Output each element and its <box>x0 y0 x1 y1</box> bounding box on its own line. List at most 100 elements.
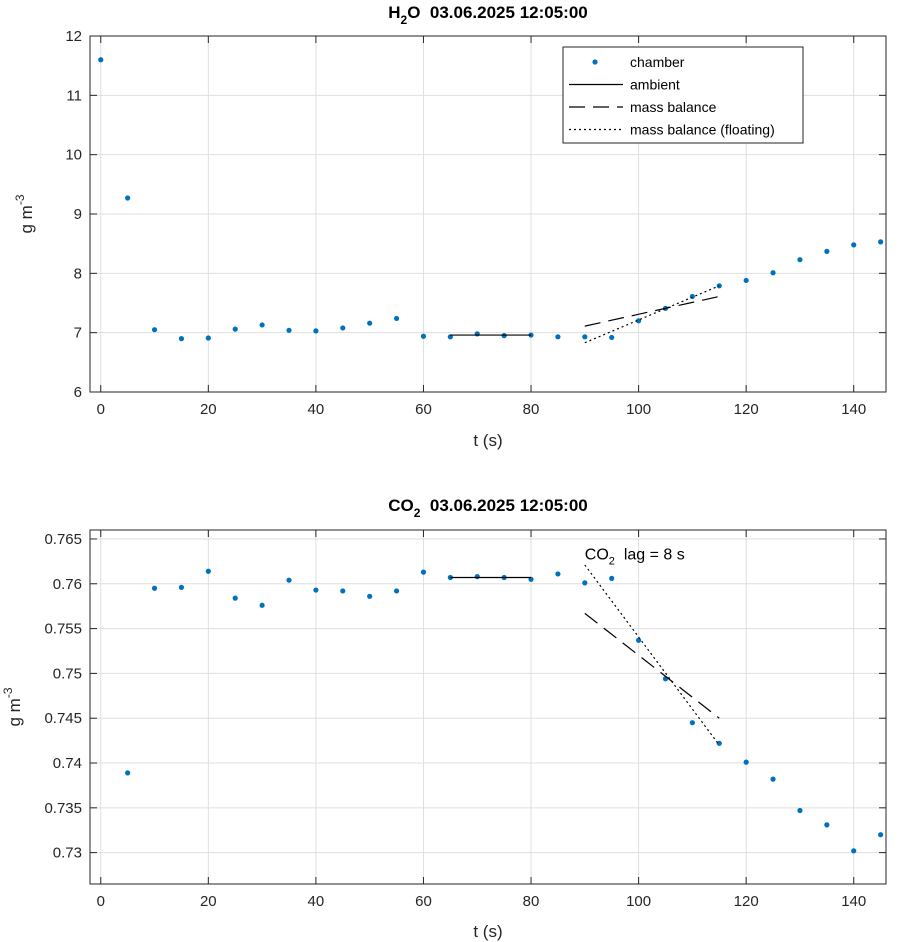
y-tick-label: 0.76 <box>53 576 82 593</box>
chamber-point <box>797 257 803 263</box>
x-tick-label: 60 <box>415 893 432 910</box>
chamber-point <box>635 318 642 324</box>
chamber-point <box>851 242 857 248</box>
chamber-point <box>770 270 776 276</box>
chart-panel-2: 0 20 40 60 80 100 120 140 0.73 0.735 0.74 0.745 0.75… <box>1 496 887 941</box>
chamber-point <box>582 580 588 586</box>
chamber-point <box>555 334 561 340</box>
x-tick-label: 20 <box>200 893 217 910</box>
chamber-point <box>178 584 185 590</box>
legend: chamber ambient mass balance mass balance (… <box>562 46 804 144</box>
x-tick-label: 80 <box>523 893 540 910</box>
y-tick-label: 0.75 <box>53 665 82 682</box>
chamber-point <box>716 740 722 746</box>
chamber-point <box>635 637 642 643</box>
chamber-point <box>151 585 158 591</box>
x-tick-label: 100 <box>626 893 651 910</box>
legend-label: mass balance <box>630 99 717 115</box>
legend-label: chamber <box>630 54 685 70</box>
y-tick-label: 7 <box>74 325 82 342</box>
chamber-point <box>689 720 695 726</box>
x-tick-label: 140 <box>841 893 866 910</box>
chamber-point <box>582 334 588 340</box>
x-tick-label: 0 <box>97 893 105 910</box>
y-axis-label: g m-3 <box>1 687 24 726</box>
chamber-point <box>393 315 400 322</box>
chamber-point <box>555 571 561 577</box>
chamber-point <box>878 832 884 838</box>
x-tick-label: 100 <box>626 401 651 418</box>
x-tick-label: 120 <box>734 401 759 418</box>
chart-panel-1: 0 20 40 60 80 100 120 140 6 7 8 9 10 11 12 H2O 03.06.20… <box>13 3 887 450</box>
chart-title: CO2 03.06.2025 12:05:00 <box>388 496 588 520</box>
chamber-point <box>367 593 373 599</box>
chamber-point <box>474 331 480 337</box>
chamber-point <box>286 577 292 583</box>
chamber-point <box>178 336 185 342</box>
y-tick-label: 0.755 <box>44 621 82 638</box>
x-axis-label: t (s) <box>473 431 502 450</box>
chamber-point <box>420 569 427 575</box>
plot-area <box>90 530 886 884</box>
chamber-point <box>313 328 319 334</box>
chamber-point <box>205 568 211 574</box>
chamber-point <box>313 587 319 593</box>
chamber-point <box>609 575 615 581</box>
chamber-point <box>824 822 830 828</box>
chamber-point <box>125 195 131 201</box>
x-tick-label: 140 <box>841 401 866 418</box>
chamber-point <box>125 770 131 776</box>
chamber-point <box>232 326 238 332</box>
mass-balance-line <box>584 612 720 719</box>
chamber-point <box>259 602 265 608</box>
x-tick-label: 0 <box>97 401 105 418</box>
chamber-point <box>232 595 238 601</box>
y-tick-label: 9 <box>74 206 82 223</box>
chamber-point <box>609 334 615 341</box>
x-tick-label: 20 <box>200 401 217 418</box>
legend-box <box>562 46 804 144</box>
y-tick-label: 12 <box>65 28 82 45</box>
chamber-point <box>340 325 346 331</box>
y-tick-label: 0.74 <box>53 755 82 772</box>
chamber-point <box>340 588 346 594</box>
x-tick-label: 120 <box>734 893 759 910</box>
x-tick-label: 80 <box>523 401 540 418</box>
x-tick-label: 60 <box>415 401 432 418</box>
chamber-point <box>420 333 427 339</box>
chamber-point <box>259 322 265 328</box>
legend-label: mass balance (floating) <box>630 122 775 138</box>
chamber-point <box>528 332 534 338</box>
axes-box <box>89 529 887 885</box>
chamber-point <box>851 848 857 854</box>
y-tick-label: 0.745 <box>44 710 82 727</box>
legend-swatch-dot <box>592 59 598 65</box>
x-tick-label: 40 <box>308 893 325 910</box>
mass-balance-floating-line <box>584 285 720 344</box>
x-tick-label: 40 <box>308 401 325 418</box>
chamber-point <box>367 320 373 326</box>
y-tick-label: 0.73 <box>53 845 82 862</box>
legend-label: ambient <box>630 77 680 93</box>
chamber-point <box>205 335 211 341</box>
chamber-point <box>286 327 292 333</box>
y-tick-label: 10 <box>65 147 82 164</box>
chamber-point <box>689 293 695 300</box>
chamber-point <box>98 57 104 63</box>
y-tick-label: 6 <box>74 384 82 401</box>
chamber-point <box>474 574 480 580</box>
x-axis-label: t (s) <box>473 922 502 941</box>
chamber-point <box>770 776 776 782</box>
chamber-point <box>743 759 749 765</box>
chart-title: H2O 03.06.2025 12:05:00 <box>388 3 588 27</box>
y-tick-label: 0.735 <box>44 800 82 817</box>
chamber-point <box>797 807 803 814</box>
y-tick-label: 11 <box>66 87 82 104</box>
chamber-point <box>393 588 400 594</box>
chamber-point <box>824 248 830 254</box>
chamber-point <box>878 239 884 245</box>
y-tick-label: 0.765 <box>44 531 82 548</box>
y-tick-label: 8 <box>74 265 82 282</box>
y-axis-label: g m-3 <box>13 194 36 233</box>
